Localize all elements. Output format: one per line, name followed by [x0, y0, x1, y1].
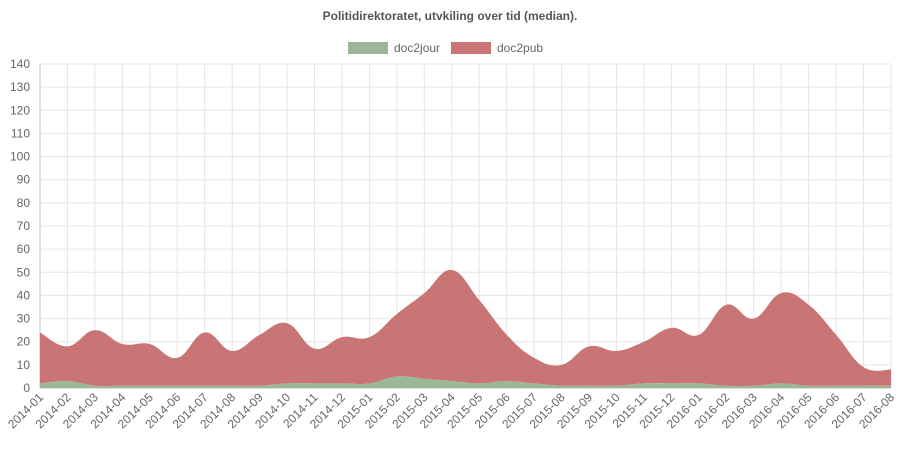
legend-swatch-doc2jour: [348, 42, 388, 54]
chart-title: Politidirektoratet, utvkiling over tid (…: [323, 9, 578, 23]
y-axis: 0 10 20 30 40 50 60 70 80 90 100 110 120 130 140: [10, 57, 30, 395]
legend: doc2jour doc2pub: [348, 41, 543, 55]
y-tick-label: 50: [17, 265, 31, 279]
y-tick-label: 20: [17, 335, 31, 349]
x-axis: 2014-012014-022014-032014-042014-052014-…: [5, 390, 897, 431]
y-tick-label: 110: [11, 126, 30, 140]
series-area-doc2pub: [40, 269, 891, 387]
y-tick-label: 90: [17, 173, 31, 187]
y-tick-label: 130: [10, 80, 30, 94]
legend-label-doc2jour: doc2jour: [394, 41, 440, 55]
y-tick-label: 10: [17, 358, 31, 372]
y-tick-label: 70: [17, 219, 31, 233]
y-tick-label: 40: [17, 288, 31, 302]
y-tick-label: 30: [17, 312, 31, 326]
legend-label-doc2pub: doc2pub: [497, 41, 543, 55]
y-tick-label: 120: [10, 103, 30, 117]
y-tick-label: 100: [10, 150, 30, 164]
y-tick-label: 80: [17, 196, 31, 210]
legend-swatch-doc2pub: [451, 42, 491, 54]
plot-area: [40, 269, 891, 388]
y-tick-label: 60: [17, 242, 31, 256]
y-tick-label: 0: [23, 381, 30, 395]
y-tick-label: 140: [10, 57, 30, 71]
series-area-doc2jour: [40, 376, 891, 388]
